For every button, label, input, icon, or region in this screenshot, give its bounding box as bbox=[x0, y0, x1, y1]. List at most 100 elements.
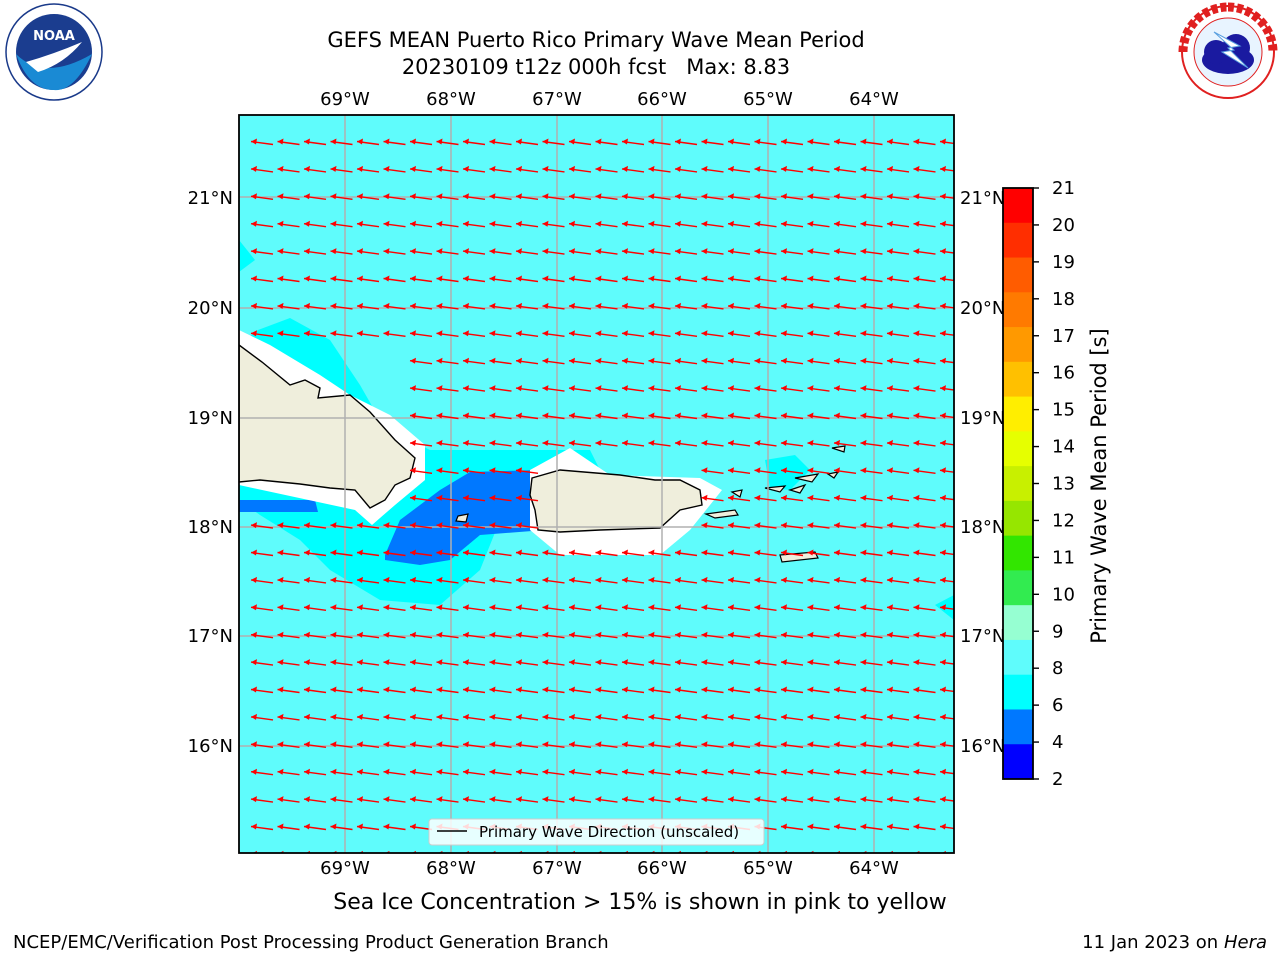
wave-arrow bbox=[913, 522, 936, 529]
wave-arrow bbox=[754, 576, 777, 584]
wave-arrow bbox=[383, 220, 406, 228]
wave-arrow bbox=[648, 220, 671, 228]
lon-label-top: 69°W bbox=[320, 89, 370, 110]
wave-arrow bbox=[780, 768, 804, 776]
wave-arrow bbox=[833, 357, 857, 365]
wave-arrow bbox=[939, 412, 954, 419]
wave-arrow bbox=[807, 439, 830, 447]
wave-arrow bbox=[860, 604, 883, 611]
wave-arrow bbox=[860, 741, 883, 748]
wave-arrow bbox=[833, 302, 857, 310]
wave-arrow bbox=[489, 302, 512, 310]
wave-arrow bbox=[674, 138, 698, 146]
wave-arrow bbox=[409, 330, 433, 337]
wave-arrow bbox=[648, 302, 671, 310]
wave-arrow bbox=[939, 165, 954, 172]
wave-arrow bbox=[807, 385, 830, 392]
wave-arrow bbox=[489, 467, 512, 474]
wave-arrow bbox=[621, 741, 645, 748]
wave-arrow bbox=[330, 193, 353, 200]
wave-arrow bbox=[780, 165, 804, 173]
wave-arrow bbox=[886, 659, 910, 666]
wave-arrow bbox=[754, 467, 777, 474]
wave-arrow bbox=[303, 220, 327, 228]
wave-arrow bbox=[409, 659, 433, 666]
wave-arrow bbox=[621, 549, 645, 557]
wave-arrow bbox=[277, 165, 300, 173]
wave-arrow bbox=[621, 768, 645, 776]
wave-arrow bbox=[860, 494, 883, 502]
wave-arrow bbox=[277, 686, 300, 694]
wave-arrow bbox=[542, 796, 565, 803]
wave-arrow bbox=[542, 138, 565, 146]
wave-arrow bbox=[913, 576, 936, 584]
wave-arrow bbox=[701, 659, 724, 666]
wave-arrow bbox=[727, 412, 751, 420]
lat-label-left: 18°N bbox=[188, 517, 233, 538]
wave-arrow bbox=[489, 631, 512, 639]
wave-arrow bbox=[409, 248, 433, 255]
wave-arrow bbox=[886, 549, 910, 557]
wave-arrow bbox=[701, 467, 724, 474]
wave-arrow bbox=[462, 165, 486, 173]
wave-arrow bbox=[833, 823, 857, 831]
wave-arrow bbox=[515, 604, 539, 611]
wave-arrow bbox=[939, 659, 954, 666]
wave-arrow bbox=[674, 741, 698, 748]
wave-arrow bbox=[542, 713, 565, 721]
wave-arrow bbox=[409, 686, 433, 694]
wave-arrow bbox=[754, 439, 777, 447]
wave-arrow bbox=[780, 439, 804, 447]
colorbar-cell bbox=[1003, 709, 1033, 745]
wave-arrow bbox=[356, 768, 380, 776]
land-st-croix bbox=[779, 551, 819, 563]
wave-arrow bbox=[356, 193, 380, 200]
wave-arrow bbox=[807, 357, 830, 365]
wave-arrow bbox=[754, 686, 777, 694]
wave-arrow bbox=[383, 713, 406, 721]
wave-arrow bbox=[886, 275, 910, 283]
wave-arrow bbox=[383, 330, 406, 337]
wave-arrow bbox=[648, 796, 671, 803]
wave-arrow bbox=[780, 713, 804, 721]
wave-arrow bbox=[913, 768, 936, 776]
wave-arrow bbox=[489, 768, 512, 776]
wave-arrow bbox=[833, 549, 857, 557]
colorbar-tick-label: 11 bbox=[1052, 547, 1075, 568]
wave-arrow bbox=[939, 385, 954, 392]
wave-arrow bbox=[489, 165, 512, 173]
colorbar-cell bbox=[1003, 257, 1033, 293]
colorbar-tick-label: 4 bbox=[1052, 732, 1063, 753]
colorbar-tick-label: 21 bbox=[1052, 178, 1075, 199]
wave-arrow bbox=[595, 796, 618, 803]
wave-arrow bbox=[409, 357, 433, 365]
wave-arrow bbox=[383, 302, 406, 310]
wave-arrow bbox=[780, 193, 804, 200]
wave-arrow bbox=[409, 823, 433, 831]
wave-arrow bbox=[330, 604, 353, 611]
wave-arrow bbox=[277, 248, 300, 255]
wave-arrow bbox=[409, 275, 433, 283]
wave-arrow bbox=[330, 741, 353, 748]
chart-title-line2: 20230109 t12z 000h fcst Max: 8.83 bbox=[401, 55, 791, 79]
colorbar-tick-label: 20 bbox=[1052, 215, 1075, 236]
wave-arrow bbox=[701, 631, 724, 639]
wave-arrow bbox=[330, 659, 353, 666]
wave-arrow bbox=[674, 220, 698, 228]
wave-arrow bbox=[356, 549, 380, 557]
gridlines bbox=[239, 115, 954, 853]
wave-arrow bbox=[648, 549, 671, 557]
wave-arrow bbox=[621, 439, 645, 447]
wave-arrow bbox=[409, 220, 433, 228]
wave-arrow bbox=[727, 439, 751, 447]
wave-arrow bbox=[860, 659, 883, 666]
wave-arrow bbox=[886, 357, 910, 365]
wave-arrow bbox=[886, 522, 910, 529]
wave-arrow bbox=[303, 165, 327, 173]
wave-arrow bbox=[886, 604, 910, 611]
wave-arrow bbox=[542, 220, 565, 228]
wave-arrow bbox=[515, 467, 539, 474]
wave-arrow bbox=[595, 549, 618, 557]
wave-arrow bbox=[621, 193, 645, 200]
wave-arrow bbox=[939, 220, 954, 227]
